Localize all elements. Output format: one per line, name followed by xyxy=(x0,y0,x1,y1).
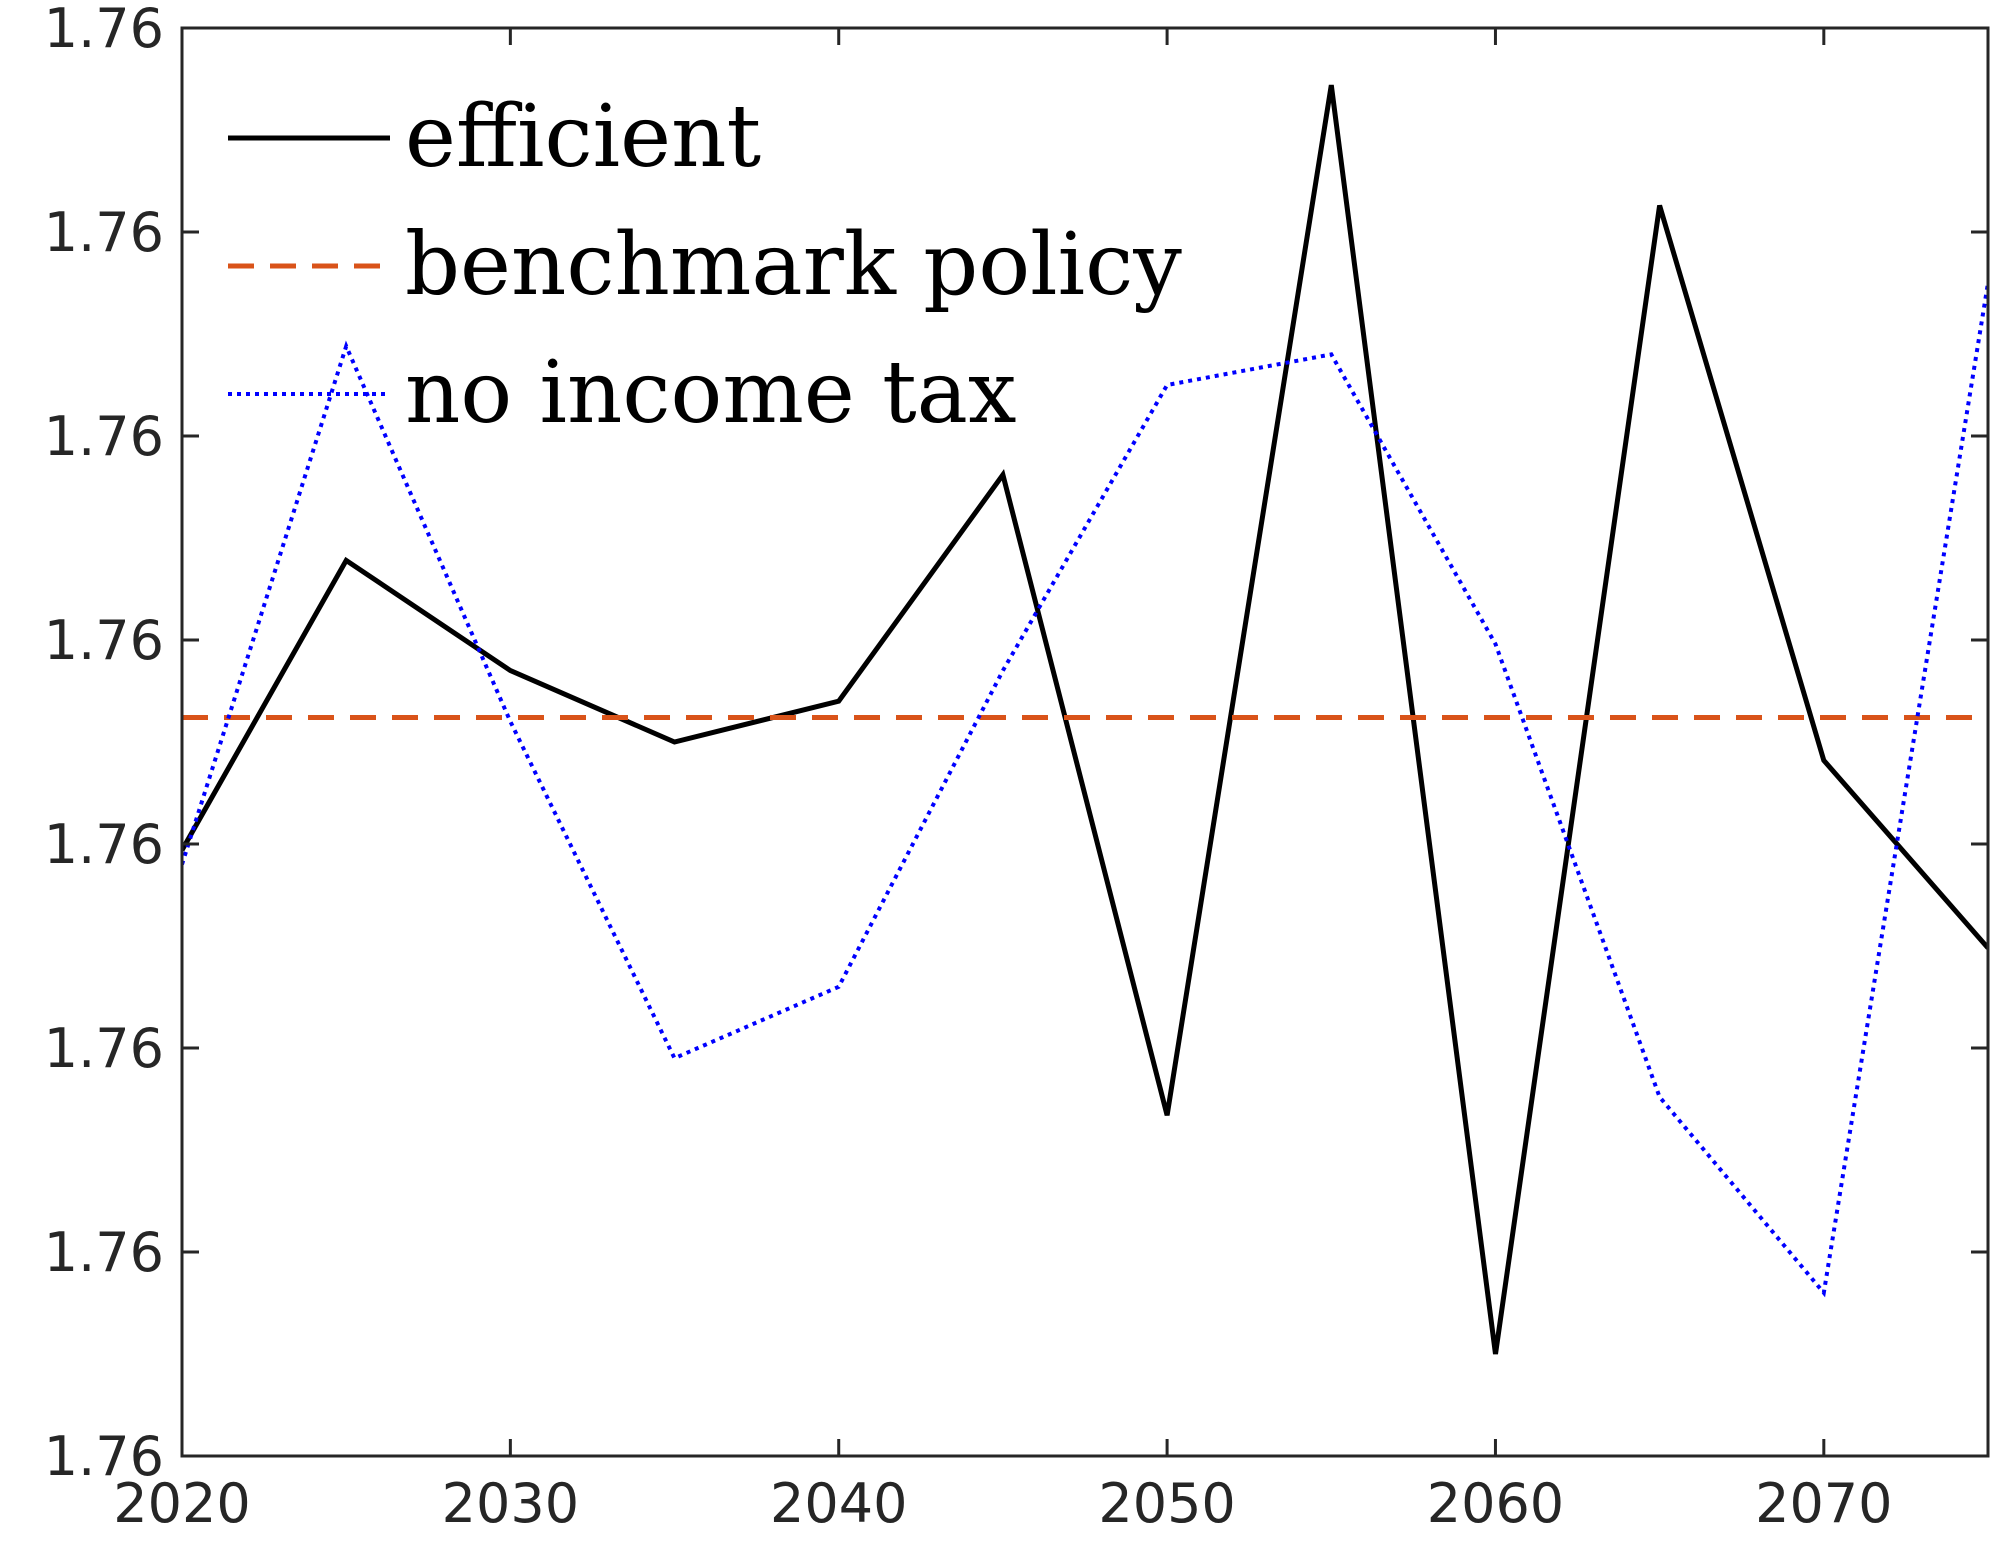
y-tick-label: 1.76 xyxy=(44,0,164,60)
x-tick-label: 2030 xyxy=(442,1472,579,1535)
series-line-efficient xyxy=(182,84,1988,1355)
x-tick-label: 2070 xyxy=(1755,1472,1892,1535)
x-tick-label: 2050 xyxy=(1098,1472,1235,1535)
legend-label: efficient xyxy=(405,87,761,187)
series-lines xyxy=(182,84,1988,1355)
x-tick-label: 2060 xyxy=(1427,1472,1564,1535)
y-tick-label: 1.76 xyxy=(44,609,164,672)
y-tick-label: 1.76 xyxy=(44,405,164,468)
y-tick-label: 1.76 xyxy=(44,1425,164,1488)
series-line-no-income-tax xyxy=(182,282,1988,1298)
y-tick-label: 1.76 xyxy=(44,813,164,876)
legend: efficient benchmark policy no income tax xyxy=(228,87,1182,443)
y-tick-label: 1.76 xyxy=(44,1221,164,1284)
x-tick-label: 2020 xyxy=(113,1472,250,1535)
y-tick-label: 1.76 xyxy=(44,201,164,264)
y-tick-label: 1.76 xyxy=(44,1017,164,1080)
x-tick-label: 2040 xyxy=(770,1472,907,1535)
axis-ticks: 2020 2030 2040 2050 2060 2070 1.76 1.76 1.76 1.76… xyxy=(44,0,1988,1535)
axes-box xyxy=(180,26,1990,1458)
legend-label: benchmark policy xyxy=(405,215,1182,315)
legend-label: no income tax xyxy=(405,343,1016,443)
